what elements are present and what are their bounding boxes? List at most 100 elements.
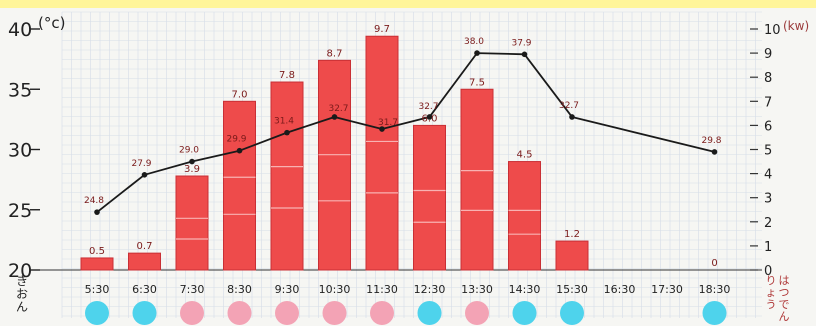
right-axis-tick-label: 6 [764,119,772,134]
weather-cloudy-marker [132,301,157,325]
temperature-polyline [96,52,715,213]
right-vertical-caption-char: り [766,274,777,287]
left-axis-tick-label: 20 [8,260,32,282]
left-axis-tick-label: 40 [8,19,32,41]
right-vertical-caption-char: ん [779,310,790,323]
temperature-point [426,114,433,120]
left-vertical-caption-char: お [16,287,28,301]
right-axis-tick-label: 0 [764,264,772,279]
weather-sunny-marker [465,301,489,325]
bar-value-label: 0.7 [137,241,153,252]
power-bar [270,81,304,271]
temperature-point [331,114,338,120]
bar-value-label: 7.0 [232,89,248,100]
bar-value-label: 7.8 [279,70,295,81]
right-vertical-caption-char: は [779,274,790,287]
temperature-point [474,50,480,56]
data-labels: 0.5 0.7 3.9 7.0 7.8 8.7 9.7 6.0 7.5 4.5 1.2 0 24.8 27… [84,24,722,269]
power-bar [80,257,114,271]
x-axis-time-label: 8:30 [227,283,252,296]
bar-value-label: 0 [711,258,717,269]
temperature-point [236,147,243,154]
power-bar [508,161,541,271]
temperature-line [94,50,718,215]
temperature-point [189,158,195,165]
weather-sunny-marker [227,301,252,325]
power-bar [413,124,446,271]
right-axis-tick-label: 1 [764,240,772,255]
right-axis-tick-label: 4 [764,168,772,183]
bar-value-label: 4.5 [517,150,533,161]
power-bar [460,88,494,271]
temperature-value-label: 32.7 [418,102,438,112]
right-vertical-caption-char: う [766,298,777,311]
weather-sunny-marker [370,301,394,325]
bar-value-label: 9.7 [374,24,390,35]
temperature-value-label: 29.0 [179,146,199,156]
right-vertical-caption-char: で [779,298,790,311]
temperature-point [141,172,148,178]
right-axis-tick-label: 2 [764,216,772,231]
weather-sunny-marker [275,301,299,325]
right-axis-tick-label: 10 [764,23,781,38]
right-axis-tick-label: 3 [764,192,772,207]
weather-cloudy-marker [560,301,584,325]
temperature-value-label: 38.0 [464,37,484,47]
temperature-value-label: 37.9 [511,38,531,48]
x-axis-time-label: 17:30 [651,283,683,296]
weather-markers [85,301,727,325]
temperature-point [711,149,718,155]
bar-value-label: 6.0 [422,113,438,124]
bar-value-label: 7.5 [469,77,485,88]
x-axis-time-label: 18:30 [699,283,731,296]
temperature-value-label: 32.7 [328,104,348,114]
temperature-value-label: 31.4 [274,117,294,127]
weather-cloudy-marker [85,301,109,325]
x-axis-time-label: 6:30 [132,283,157,296]
bar-value-label: 8.7 [327,48,343,59]
right-vertical-caption-char: つ [779,286,790,299]
power-bar [555,240,589,271]
x-axis-time-label: 15:30 [556,283,588,296]
power-bar [175,175,209,271]
left-axis-unit: (°c) [38,14,65,32]
temperature-point [521,51,528,58]
weather-sunny-marker [180,301,204,325]
x-axis-time-label: 7:30 [180,283,205,296]
left-axis-tick-label: 30 [8,140,32,162]
weather-cloudy-marker [702,301,727,325]
x-axis-time-label: 5:30 [85,283,110,296]
power-bar [318,59,351,271]
right-axis-tick-label: 8 [764,71,772,86]
x-axis-time-label: 12:30 [414,283,446,296]
x-axis-time-label: 13:30 [461,283,493,296]
bars [80,35,589,271]
bar-value-label: 1.2 [564,229,580,240]
left-vertical-caption-char: ん [16,300,28,314]
x-axis-time-label: 10:30 [319,283,351,296]
left-axis-tick-label: 35 [8,79,32,101]
x-axis-time-label: 11:30 [366,283,398,296]
temperature-value-label: 24.8 [84,196,104,206]
temperature-point [94,209,100,215]
right-vertical-caption-char: ょ [766,286,777,299]
bar-value-label: 3.9 [184,164,200,175]
power-bar [365,35,399,271]
power-bar [128,252,161,271]
right-axis-unit: (kw) [783,19,809,33]
x-axis-time-label: 16:30 [604,283,636,296]
temperature-value-label: 31.7 [378,118,398,128]
x-axis-time-label: 9:30 [275,283,300,296]
temperature-value-label: 32.7 [559,101,579,111]
right-axis-tick-label: 7 [764,95,772,110]
temperature-point [379,126,385,132]
temperature-value-label: 29.8 [701,136,721,146]
weather-sunny-marker [322,301,347,325]
temperature-value-label: 29.9 [226,135,246,145]
x-axis-time-label: 14:30 [509,283,541,296]
weather-cloudy-marker [512,301,537,325]
